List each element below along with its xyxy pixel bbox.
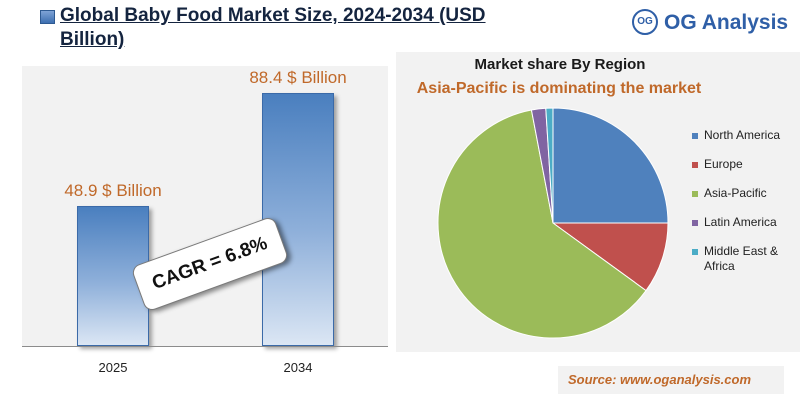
legend-label: Europe: [704, 157, 743, 171]
pie-legend: North America Europe Asia-Pacific Latin Ame…: [692, 128, 800, 288]
bar-value-label: 88.4 $ Billion: [249, 68, 347, 88]
legend-item: North America: [692, 128, 800, 143]
legend-item: Latin America: [692, 215, 800, 230]
legend-swatch: [692, 249, 698, 255]
bar-value-label: 48.9 $ Billion: [64, 181, 162, 201]
legend-item: Asia-Pacific: [692, 186, 800, 201]
logo-text: OG Analysis: [664, 11, 789, 34]
legend-label: Middle East & Africa: [704, 244, 779, 273]
bar-chart-baseline: [22, 346, 388, 347]
pie-chart-title: Market share By Region: [474, 56, 646, 73]
bar-chart-icon: [40, 10, 55, 24]
pie-slice-north-america: [552, 107, 669, 224]
legend-swatch: [692, 220, 698, 226]
pie-slice-europe: [551, 222, 669, 292]
legend-label: Latin America: [704, 215, 777, 229]
source-box: Source: www.oganalysis.com: [558, 366, 784, 394]
legend-item: Middle East & Africa: [692, 244, 800, 274]
legend-label: North America: [704, 128, 781, 142]
legend-swatch: [692, 162, 698, 168]
pie-chart: [437, 107, 669, 339]
chart-title-block: Global Baby Food Market Size, 2024-2034 …: [40, 4, 520, 52]
x-tick-label: 2034: [283, 360, 313, 375]
pie-slice-middle-east-africa: [545, 107, 554, 224]
pie-slice-asia-pacific: [437, 109, 647, 339]
source-label: Source: www.oganalysis.com: [568, 372, 752, 387]
pie-chart-subtitle: Asia-Pacific is dominating the market: [416, 80, 702, 97]
x-tick-label: 2025: [98, 360, 128, 375]
page-title: Global Baby Food Market Size, 2024-2034 …: [60, 5, 486, 50]
legend-swatch: [692, 191, 698, 197]
legend-item: Europe: [692, 157, 800, 172]
legend-label: Asia-Pacific: [704, 186, 767, 200]
logo-mark-icon: OG: [632, 9, 658, 35]
legend-swatch: [692, 133, 698, 139]
